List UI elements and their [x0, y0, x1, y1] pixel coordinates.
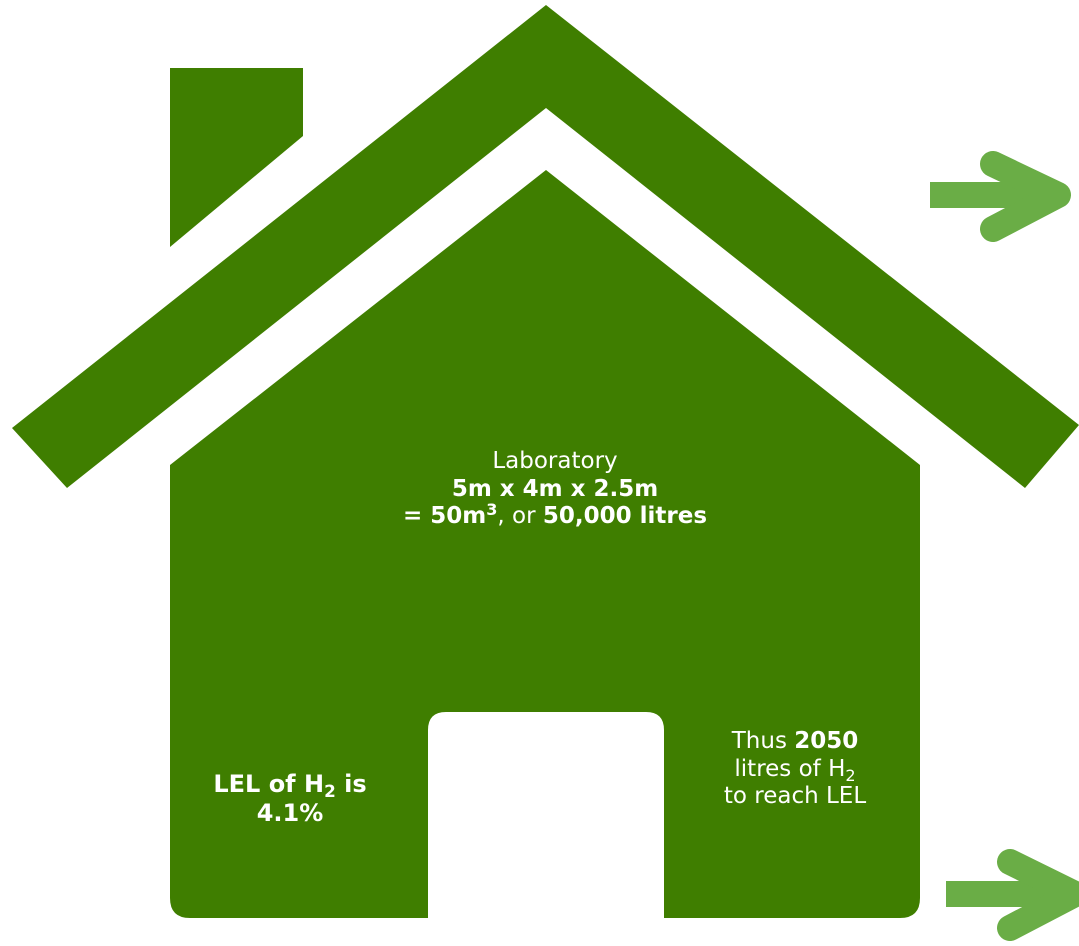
laboratory-title: Laboratory [492, 448, 618, 474]
laboratory-label: Laboratory 5m x 4m x 2.5m = 50m3, or 50,… [300, 448, 810, 531]
arrow-right-icon [930, 151, 1071, 242]
lel-line: LEL of H2 is [213, 770, 367, 802]
result-amount: 2050 [794, 728, 859, 754]
arrow-right-icon [946, 849, 1079, 941]
laboratory-volume: = 50m3, or 50,000 litres [300, 500, 810, 531]
volume-litres: 50,000 litres [542, 503, 708, 530]
volume-sep: , or [497, 503, 543, 530]
result-line-3: to reach LEL [723, 783, 867, 810]
chimney [170, 68, 303, 247]
laboratory-dimensions: 5m x 4m x 2.5m [451, 475, 659, 502]
result-label: Thus 2050 litres of H2 to reach LEL [670, 728, 920, 811]
lel-value: 4.1% [256, 798, 324, 827]
roof [12, 5, 1079, 488]
house-body [170, 170, 920, 918]
result-line-2: litres of H2 [734, 755, 856, 785]
volume-m3: = 50m3 [402, 500, 498, 530]
lel-label: LEL of H2 is 4.1% [170, 770, 410, 828]
result-line-1: Thus 2050 [731, 728, 859, 754]
